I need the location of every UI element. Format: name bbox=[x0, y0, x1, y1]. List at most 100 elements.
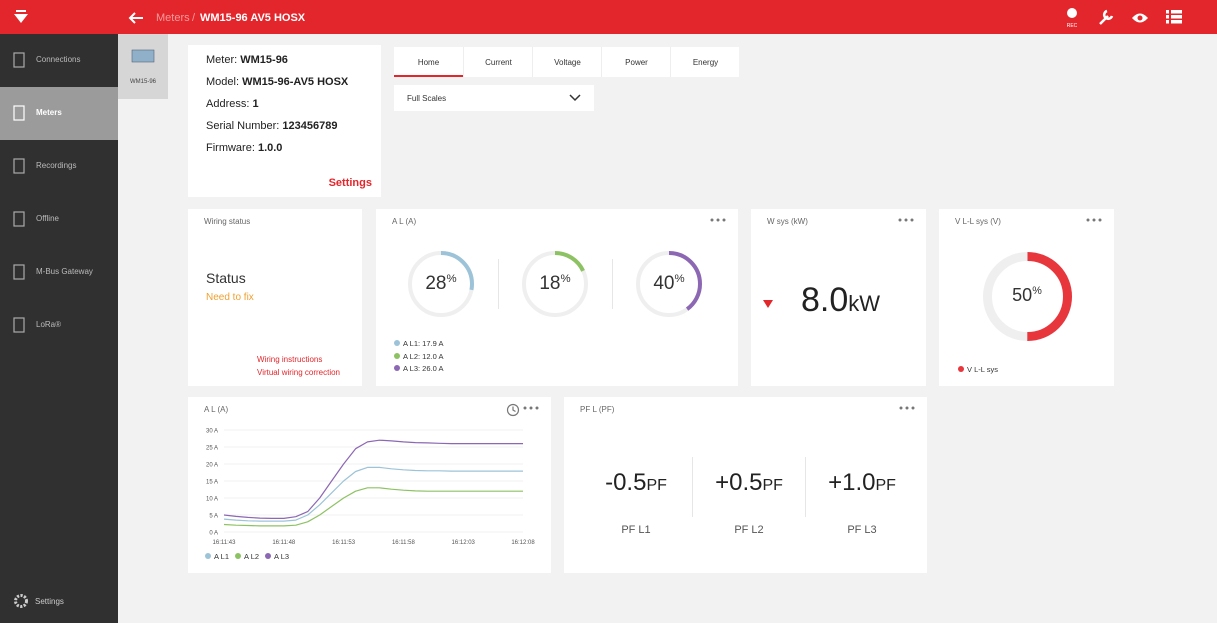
pf-value: +0.5 bbox=[715, 469, 763, 496]
wiring-link[interactable]: Virtual wiring correction bbox=[257, 368, 340, 377]
gauge-label: 50% bbox=[987, 285, 1067, 306]
tab-label: Power bbox=[625, 58, 648, 67]
device-body bbox=[131, 49, 155, 63]
pf-label: PF L3 bbox=[847, 524, 877, 536]
tools-icon[interactable] bbox=[1097, 8, 1115, 26]
pf-unit: PF bbox=[646, 477, 667, 494]
info-label: Serial Number: bbox=[206, 120, 280, 132]
more-menu[interactable] bbox=[523, 405, 539, 411]
sidebar-icon bbox=[13, 317, 25, 333]
icon-shape bbox=[13, 317, 25, 333]
gauge-arc bbox=[636, 251, 702, 317]
dot bbox=[911, 406, 915, 410]
gauge-unit: % bbox=[1032, 285, 1042, 298]
list-bullet bbox=[1166, 10, 1169, 14]
y-tick-label: 10 A bbox=[206, 497, 218, 503]
power-card: W sys (kW) 8.0kW bbox=[751, 209, 926, 386]
legend-label: A L1 bbox=[214, 552, 230, 561]
scale-dropdown[interactable]: Full Scales bbox=[394, 85, 594, 111]
gauge-arc bbox=[982, 251, 1072, 341]
gauge-value: 18 bbox=[539, 272, 561, 294]
info-value: WM15-96 bbox=[240, 54, 288, 66]
gauge-label: 18% bbox=[515, 273, 595, 295]
tab[interactable]: Power bbox=[601, 47, 671, 77]
rec-dot bbox=[1067, 8, 1077, 18]
pf-reading: +0.5PF bbox=[693, 469, 805, 497]
x-tick-label: 16:11:53 bbox=[332, 540, 356, 546]
device-tab[interactable]: WM15-96 bbox=[118, 34, 168, 99]
dot bbox=[905, 406, 909, 410]
history-icon[interactable] bbox=[506, 403, 520, 417]
more-menu[interactable] bbox=[1086, 217, 1102, 223]
tab[interactable]: Home bbox=[394, 47, 463, 77]
back-button[interactable] bbox=[128, 11, 144, 25]
info-label: Address: bbox=[206, 98, 250, 110]
sidebar-label: Connections bbox=[36, 55, 81, 64]
info-value: 1.0.0 bbox=[257, 142, 283, 154]
sidebar-item[interactable]: Connections bbox=[0, 34, 118, 87]
divider bbox=[805, 457, 806, 517]
pf-value: +1.0 bbox=[828, 469, 876, 496]
device-label: WM15-96 bbox=[129, 79, 156, 85]
more-menu[interactable] bbox=[710, 217, 726, 223]
wiring-link[interactable]: Wiring instructions bbox=[257, 355, 323, 364]
list-icon[interactable] bbox=[1166, 10, 1182, 24]
sidebar-item[interactable]: Offline bbox=[0, 193, 118, 246]
divider bbox=[692, 457, 693, 517]
sidebar-icon bbox=[13, 105, 25, 121]
sidebar-item[interactable]: M-Bus Gateway bbox=[0, 246, 118, 299]
icon-shape bbox=[13, 105, 25, 121]
y-tick-label: 0 A bbox=[209, 531, 218, 537]
dropdown-label: Full Scales bbox=[407, 94, 447, 103]
info-row: Model: WM15-96-AV5 HOSX bbox=[206, 76, 348, 88]
pupil bbox=[1137, 15, 1143, 21]
more-menu[interactable] bbox=[899, 405, 915, 411]
dot bbox=[716, 218, 720, 222]
dot bbox=[535, 406, 539, 410]
rec-icon[interactable]: REC bbox=[1064, 7, 1080, 29]
pf-card: PF L (PF) -0.5PF PF L1 +0.5PF PF L2 +1.0PF PF … bbox=[564, 397, 927, 573]
tab[interactable]: Current bbox=[463, 47, 533, 77]
tab-label: Energy bbox=[692, 58, 719, 67]
legend-item: V L-L sys bbox=[958, 365, 998, 374]
x-tick-label: 16:12:03 bbox=[452, 540, 476, 546]
dot bbox=[898, 218, 902, 222]
power-reading: 8.0kW bbox=[801, 281, 880, 320]
gauge bbox=[522, 251, 588, 317]
legend-item: A L2: 12.0 A bbox=[394, 352, 443, 361]
legend-label: A L3: 26.0 A bbox=[403, 364, 444, 373]
x-tick-label: 16:11:43 bbox=[213, 540, 237, 546]
legend-label: A L1: 17.9 A bbox=[403, 339, 444, 348]
top-bar: Meters / WM15-96 AV5 HOSX REC bbox=[0, 0, 1217, 34]
list-row bbox=[1171, 10, 1182, 14]
tab[interactable]: Voltage bbox=[532, 47, 602, 77]
tab[interactable]: Energy bbox=[670, 47, 740, 77]
view-icon[interactable] bbox=[1131, 11, 1149, 25]
info-value: WM15-96-AV5 HOSX bbox=[242, 76, 349, 88]
sidebar-icon bbox=[13, 52, 25, 68]
sidebar-item[interactable]: Recordings bbox=[0, 140, 118, 193]
card-title: Wiring status bbox=[204, 217, 251, 226]
more-menu[interactable] bbox=[898, 217, 914, 223]
dot bbox=[1086, 218, 1090, 222]
x-tick-label: 16:11:48 bbox=[272, 540, 296, 546]
y-tick-label: 15 A bbox=[206, 480, 218, 486]
sidebar-item[interactable]: LoRa® bbox=[0, 299, 118, 352]
status-label: Status bbox=[206, 270, 246, 286]
pf-unit: PF bbox=[875, 477, 896, 494]
info-value: 1 bbox=[252, 98, 259, 110]
dot bbox=[1098, 218, 1102, 222]
sidebar-label: Recordings bbox=[36, 161, 77, 170]
info-row: Serial Number: 123456789 bbox=[206, 120, 337, 132]
sidebar-item[interactable]: Meters bbox=[0, 87, 118, 140]
sidebar-settings[interactable]: Settings bbox=[0, 589, 118, 619]
card-title: W sys (kW) bbox=[767, 217, 808, 226]
legend-swatch bbox=[394, 365, 400, 371]
dot bbox=[904, 218, 908, 222]
legend-swatch bbox=[958, 366, 964, 372]
settings-link[interactable]: Settings bbox=[328, 177, 372, 189]
line-chart: 0 A 5 A 10 A 15 A 20 A 25 A 30 A 16:11:43 16:11:… bbox=[206, 429, 535, 547]
y-tick-label: 5 A bbox=[209, 514, 218, 520]
tab-label: Voltage bbox=[554, 58, 581, 67]
breadcrumb-parent[interactable]: Meters bbox=[156, 12, 190, 24]
